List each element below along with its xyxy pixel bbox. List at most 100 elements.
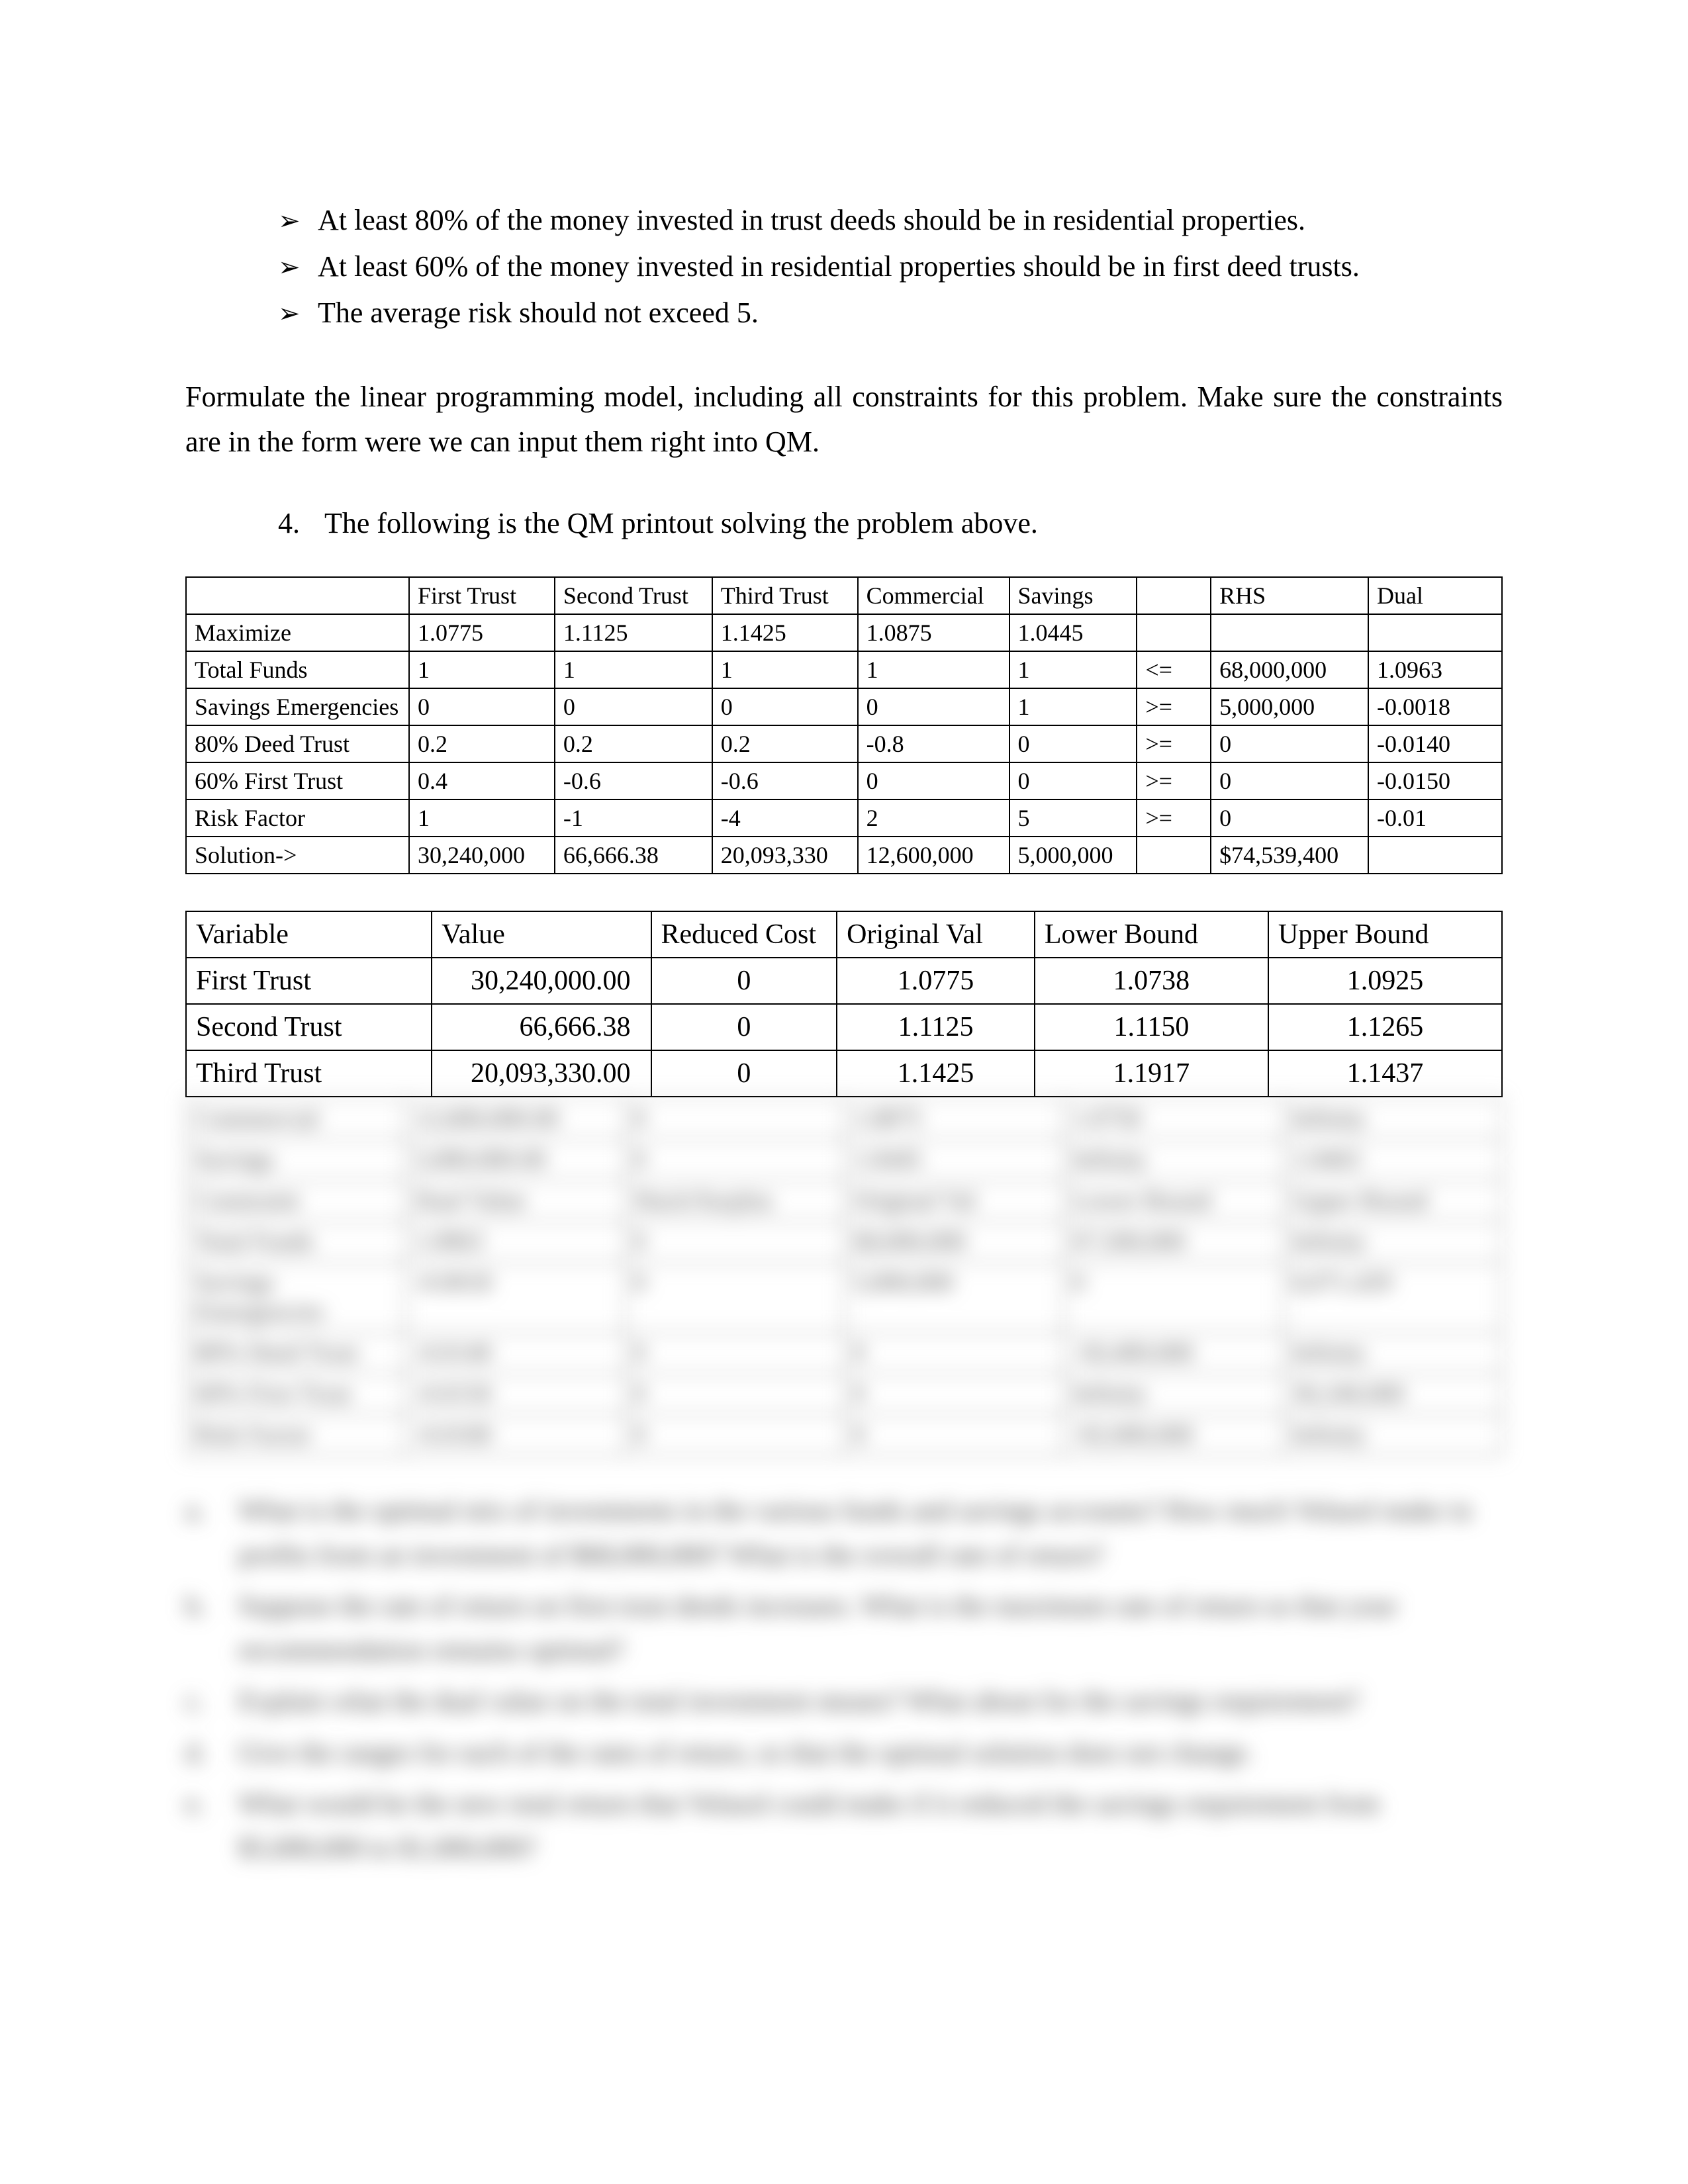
table-cell: Infinity xyxy=(1063,1139,1282,1180)
table-cell xyxy=(1137,837,1211,874)
table-cell: 1.0963 xyxy=(1368,651,1502,688)
table-cell: 66,666.38 xyxy=(555,837,712,874)
table-cell: 1.0750 xyxy=(1063,1098,1282,1139)
table-cell: Commercial xyxy=(186,1098,405,1139)
table-header-cell: Variable xyxy=(186,911,432,958)
blurred-table: Commercial12,600,000.0001.08751.0750Infi… xyxy=(185,1097,1503,1456)
table-cell: 0 xyxy=(712,688,858,725)
table-cell: 1.1125 xyxy=(555,614,712,651)
table-cell: >= xyxy=(1137,688,1211,725)
table-cell: 80% Deed Trust xyxy=(186,725,409,762)
table-cell: Infinity xyxy=(1283,1221,1502,1262)
table-cell: 5,000,000 xyxy=(844,1262,1063,1332)
table-cell: 1.1425 xyxy=(712,614,858,651)
table-cell: 0.4 xyxy=(409,762,555,799)
table-cell: 2 xyxy=(858,799,1009,837)
table-cell: 30,240,000 xyxy=(1283,1373,1502,1414)
table-cell: 1 xyxy=(555,651,712,688)
table-cell: 1.0875 xyxy=(858,614,1009,651)
table-cell: Maximize xyxy=(186,614,409,651)
table-cell: -0.0150 xyxy=(1368,762,1502,799)
table-cell: Total Funds xyxy=(186,651,409,688)
bullet-glyph-icon: ➢ xyxy=(278,294,318,334)
blurred-content: Commercial12,600,000.0001.08751.0750Infi… xyxy=(185,1097,1503,1872)
table-cell: 1.0925 xyxy=(1268,958,1502,1004)
table-cell: 0.2 xyxy=(712,725,858,762)
question-label: a. xyxy=(185,1489,238,1578)
table-cell: 0 xyxy=(625,1221,844,1262)
table-cell: 60% First Trust xyxy=(186,1373,405,1414)
table-cell: Constraint xyxy=(186,1180,405,1221)
table-cell: 5,000,000 xyxy=(1009,837,1137,874)
table-cell: -0.6 xyxy=(712,762,858,799)
table-cell: 60% First Trust xyxy=(186,762,409,799)
table-cell: 0 xyxy=(844,1373,1063,1414)
table-cell: -0.8 xyxy=(858,725,1009,762)
table-cell: 1.0775 xyxy=(837,958,1035,1004)
table-cell: 1 xyxy=(409,799,555,837)
table-cell: 5 xyxy=(1009,799,1137,837)
table-cell: 5,000,000.00 xyxy=(405,1139,624,1180)
table-cell: 0 xyxy=(844,1414,1063,1455)
table-cell: 1.0445 xyxy=(844,1139,1063,1180)
table-cell: 1.0738 xyxy=(1035,958,1268,1004)
content-area: ➢ At least 80% of the money invested in … xyxy=(185,199,1503,1878)
table-cell: Original Val xyxy=(844,1180,1063,1221)
question-item: c.Explain what the dual value on the tot… xyxy=(185,1680,1503,1724)
table-header-cell: Original Val xyxy=(837,911,1035,958)
table-cell: 0 xyxy=(625,1332,844,1373)
table-cell xyxy=(1211,614,1368,651)
table-header-cell: Lower Bound xyxy=(1035,911,1268,958)
table-cell: 1.0963 xyxy=(405,1221,624,1262)
table-cell: 1 xyxy=(712,651,858,688)
table-cell: -0.0018 xyxy=(405,1262,624,1332)
table-header-cell: Upper Bound xyxy=(1268,911,1502,958)
table-cell: 0 xyxy=(858,762,1009,799)
table-cell: -0.0140 xyxy=(405,1332,624,1373)
question-text: What would be the new total return that … xyxy=(238,1782,1503,1871)
table-cell: $74,539,400 xyxy=(1211,837,1368,874)
table-cell: 1 xyxy=(858,651,1009,688)
qm-printout-table: First TrustSecond TrustThird TrustCommer… xyxy=(185,576,1503,874)
bullet-text: At least 80% of the money invested in tr… xyxy=(318,199,1305,242)
sensitivity-table: VariableValueReduced CostOriginal ValLow… xyxy=(185,911,1503,1097)
bullet-text: At least 60% of the money invested in re… xyxy=(318,245,1360,289)
table-cell: Third Trust xyxy=(186,1050,432,1097)
table-cell: >= xyxy=(1137,799,1211,837)
table-cell: 1.0775 xyxy=(409,614,555,651)
question-text: Give the ranges for each of the rates of… xyxy=(238,1731,1254,1776)
table-cell: 0 xyxy=(1009,762,1137,799)
blurred-questions: a.What is the optimal mix of investments… xyxy=(185,1489,1503,1872)
table-cell: 1.1150 xyxy=(1035,1004,1268,1050)
table-cell xyxy=(1368,837,1502,874)
table-cell: Solution-> xyxy=(186,837,409,874)
bullet-text: The average risk should not exceed 5. xyxy=(318,291,759,335)
table-cell: 0 xyxy=(844,1332,1063,1373)
table-cell: 0 xyxy=(1063,1262,1282,1332)
table-cell: 30,240,000.00 xyxy=(432,958,651,1004)
table-cell: 0 xyxy=(651,958,837,1004)
table-cell: Second Trust xyxy=(186,1004,432,1050)
numbered-text: The following is the QM printout solving… xyxy=(324,501,1038,546)
bullet-glyph-icon: ➢ xyxy=(278,248,318,287)
table-cell: 1 xyxy=(409,651,555,688)
table-cell: -0.6 xyxy=(555,762,712,799)
table-cell: 0.2 xyxy=(409,725,555,762)
numbered-item: 4. The following is the QM printout solv… xyxy=(278,501,1503,546)
table-cell: Dual Value xyxy=(405,1180,624,1221)
table-cell: Infinity xyxy=(1283,1332,1502,1373)
question-label: b. xyxy=(185,1584,238,1673)
table-header-cell: RHS xyxy=(1211,577,1368,614)
table-cell: 0 xyxy=(651,1050,837,1097)
table-cell: 0 xyxy=(625,1262,844,1332)
table-header-cell xyxy=(186,577,409,614)
table-cell: -50,400,000 xyxy=(1063,1332,1282,1373)
question-label: e. xyxy=(185,1782,238,1871)
question-label: d. xyxy=(185,1731,238,1776)
table-cell: 0 xyxy=(1211,725,1368,762)
bullet-item: ➢ The average risk should not exceed 5. xyxy=(278,291,1503,335)
table-cell: 5,000,000 xyxy=(1211,688,1368,725)
table-cell xyxy=(1137,614,1211,651)
table-cell: 68,000,000 xyxy=(844,1221,1063,1262)
table-cell: >= xyxy=(1137,725,1211,762)
